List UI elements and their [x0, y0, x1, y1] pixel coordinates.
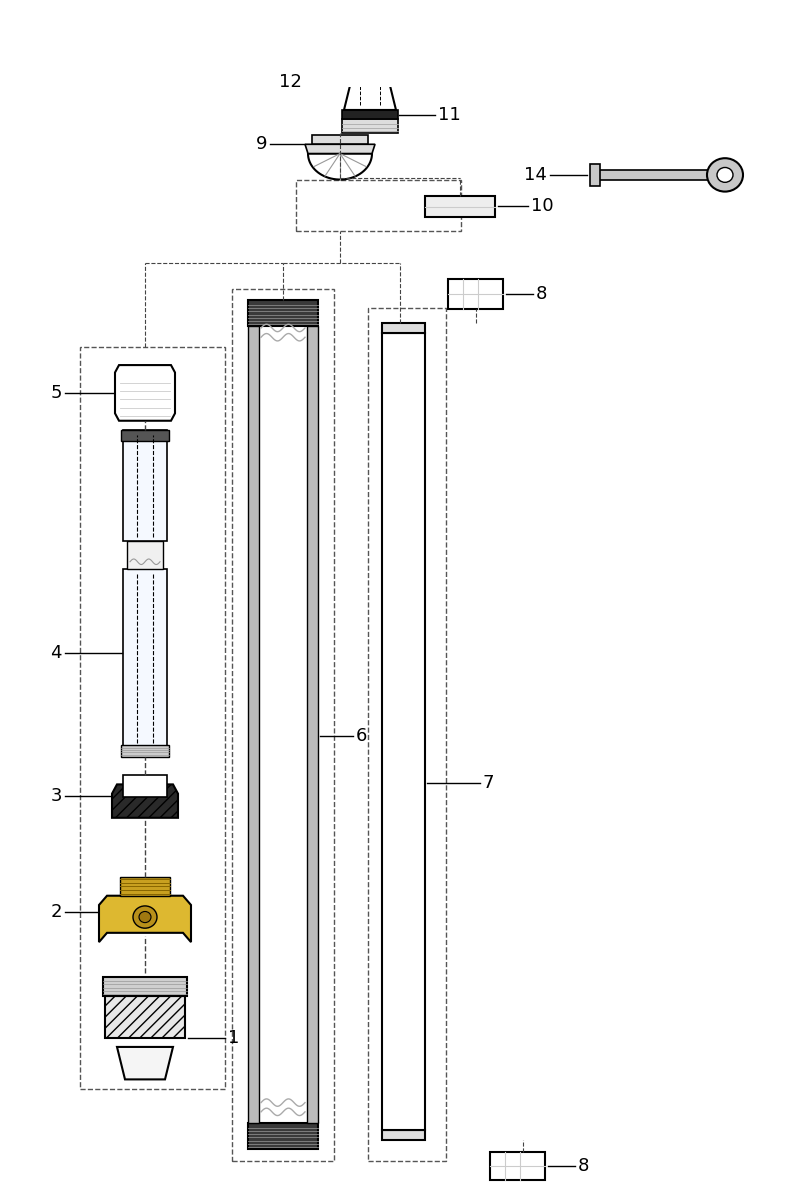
Polygon shape	[99, 895, 191, 942]
Polygon shape	[248, 300, 318, 326]
Text: 14: 14	[524, 166, 547, 184]
Polygon shape	[123, 430, 167, 541]
Text: 10: 10	[531, 198, 554, 216]
Text: 3: 3	[50, 787, 62, 805]
Polygon shape	[112, 785, 178, 817]
Text: 7: 7	[483, 774, 494, 792]
Polygon shape	[117, 1046, 173, 1080]
Polygon shape	[342, 110, 398, 119]
Text: 13: 13	[266, 0, 289, 2]
Polygon shape	[382, 323, 425, 332]
Polygon shape	[382, 332, 425, 1130]
Polygon shape	[425, 197, 495, 217]
Text: 5: 5	[50, 384, 62, 402]
Text: 2: 2	[50, 904, 62, 922]
Text: 8: 8	[578, 1157, 590, 1175]
Polygon shape	[490, 1152, 545, 1180]
Circle shape	[133, 906, 157, 928]
Polygon shape	[103, 977, 187, 996]
Polygon shape	[448, 278, 503, 310]
Polygon shape	[312, 136, 368, 144]
Polygon shape	[123, 775, 167, 797]
Polygon shape	[121, 745, 169, 756]
Polygon shape	[120, 877, 170, 895]
Text: 6: 6	[356, 727, 367, 745]
Circle shape	[139, 912, 151, 923]
Polygon shape	[307, 326, 318, 1123]
Polygon shape	[344, 46, 396, 110]
Polygon shape	[342, 10, 398, 29]
Text: 4: 4	[50, 643, 62, 661]
Polygon shape	[590, 163, 600, 186]
Polygon shape	[259, 326, 307, 1123]
Polygon shape	[105, 996, 185, 1038]
Text: 12: 12	[279, 73, 302, 91]
Circle shape	[717, 168, 733, 182]
Polygon shape	[330, 0, 410, 10]
Text: 9: 9	[255, 136, 267, 154]
Circle shape	[707, 158, 743, 192]
Polygon shape	[123, 569, 167, 756]
Polygon shape	[382, 1130, 425, 1140]
Polygon shape	[308, 154, 372, 180]
Polygon shape	[115, 365, 175, 421]
Polygon shape	[595, 170, 710, 180]
Polygon shape	[342, 119, 398, 133]
Polygon shape	[248, 1123, 318, 1148]
Text: 8: 8	[536, 286, 547, 304]
Polygon shape	[127, 541, 163, 569]
Text: 11: 11	[438, 106, 461, 124]
Polygon shape	[121, 430, 169, 442]
Text: 1: 1	[228, 1028, 239, 1046]
Polygon shape	[305, 144, 375, 154]
Polygon shape	[248, 326, 259, 1123]
